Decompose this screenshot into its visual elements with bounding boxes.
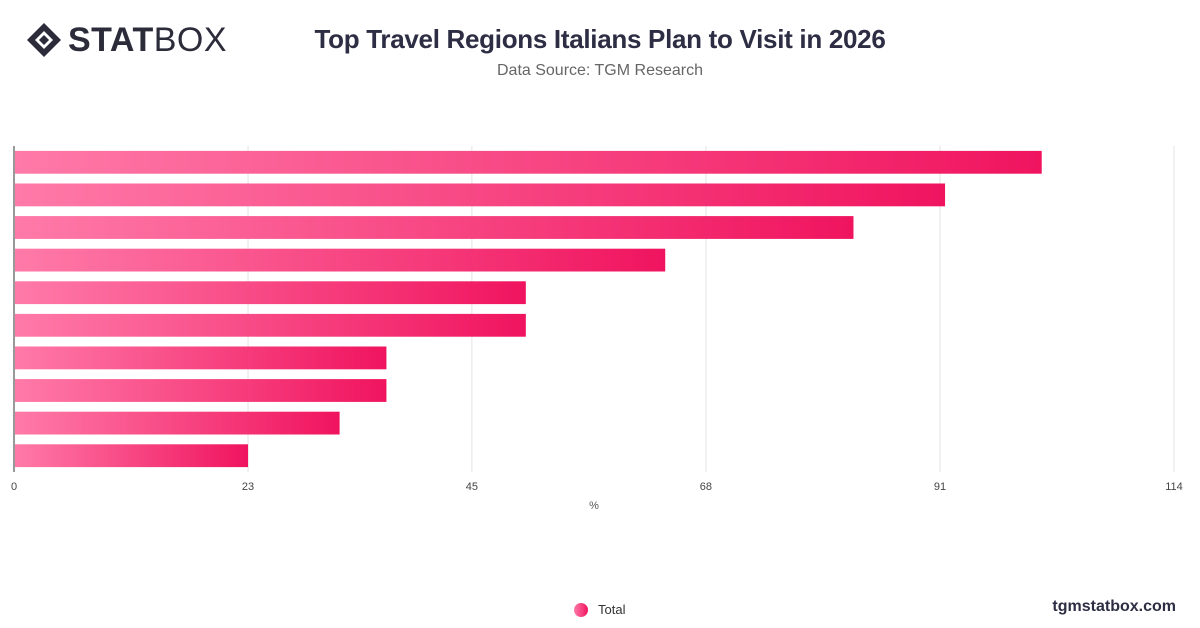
logo-text-light: BOX [153, 21, 228, 59]
bar[interactable] [15, 444, 249, 468]
logo-text-bold: STAT [68, 21, 154, 59]
chart-subtitle: Data Source: TGM Research [496, 62, 703, 79]
x-tick-label: 45 [466, 481, 478, 493]
x-tick-label: 114 [1165, 481, 1183, 493]
x-axis-label: % [589, 500, 599, 512]
chart-title: Top Travel Regions Italians Plan to Visi… [314, 24, 886, 54]
bar[interactable] [15, 379, 387, 402]
x-axis-ticks: 0 23 45 68 91 114 [11, 481, 1183, 493]
diamond-logo-icon [27, 23, 61, 57]
bars [15, 150, 1042, 468]
bar[interactable] [15, 216, 854, 239]
legend[interactable]: Total [574, 602, 625, 617]
bar[interactable] [15, 183, 946, 207]
legend-swatch-icon [574, 602, 588, 617]
bar[interactable] [15, 248, 666, 272]
bar[interactable] [15, 346, 387, 370]
bar[interactable] [15, 150, 1042, 174]
footer-site: tgmstatbox.com [1052, 598, 1176, 615]
statbox-logo: STATBOX [26, 22, 227, 58]
bar[interactable] [15, 411, 340, 435]
bar[interactable] [15, 281, 526, 305]
logo-text: STATBOX [68, 23, 227, 57]
bar[interactable] [15, 313, 526, 337]
x-tick-label: 91 [934, 481, 946, 493]
legend-label: Total [598, 602, 626, 617]
x-tick-label: 23 [242, 481, 254, 493]
x-tick-label: 0 [11, 481, 17, 493]
x-tick-label: 68 [700, 481, 712, 493]
